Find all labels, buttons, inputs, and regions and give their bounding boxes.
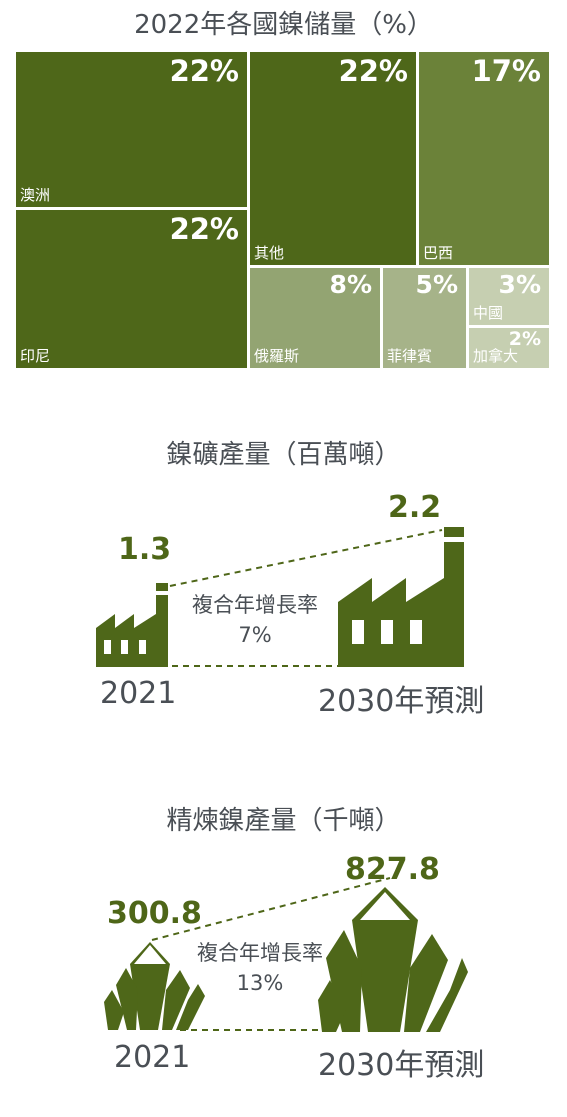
tile-brazil-label: 巴西 bbox=[423, 244, 454, 262]
tile-others-label: 其他 bbox=[254, 244, 285, 262]
tile-australia-value: 22% bbox=[169, 54, 239, 88]
refined-2021-value: 300.8 bbox=[107, 896, 202, 931]
tile-philippines: 5% 菲律賓 bbox=[383, 268, 466, 368]
tile-canada: 2% 加拿大 bbox=[469, 328, 549, 368]
tile-indonesia: 22% 印尼 bbox=[16, 210, 247, 368]
factory-small-icon bbox=[96, 583, 168, 667]
ore-dash-top bbox=[169, 529, 443, 587]
tile-brazil-value: 17% bbox=[471, 54, 541, 88]
tile-russia: 8% 俄羅斯 bbox=[250, 268, 380, 368]
refined-year-2021: 2021 bbox=[114, 1040, 191, 1075]
ore-2030-value: 2.2 bbox=[388, 490, 442, 525]
ore-cagr: 複合年增長率 7% bbox=[175, 590, 335, 650]
tile-australia: 22% 澳洲 bbox=[16, 52, 247, 207]
tile-china: 3% 中國 bbox=[469, 268, 549, 325]
ore-year-2030: 2030年預測 bbox=[318, 684, 485, 719]
ore-year-2021: 2021 bbox=[100, 676, 177, 711]
ore-title: 鎳礦產量（百萬噸） bbox=[166, 440, 401, 470]
tile-russia-value: 8% bbox=[329, 270, 372, 299]
refined-cagr-label: 複合年增長率 bbox=[197, 941, 323, 965]
tile-china-value: 3% bbox=[498, 270, 541, 299]
tile-china-label: 中國 bbox=[473, 304, 504, 322]
ore-2021-value: 1.3 bbox=[118, 532, 172, 567]
refined-2030-value: 827.8 bbox=[345, 852, 440, 887]
tile-others: 22% 其他 bbox=[250, 52, 416, 265]
refined-cagr-value: 13% bbox=[236, 971, 284, 995]
refined-title: 精煉鎳產量（千噸） bbox=[166, 806, 401, 836]
tile-indonesia-label: 印尼 bbox=[20, 347, 51, 365]
ore-cagr-label: 複合年增長率 bbox=[192, 593, 318, 617]
crystal-large-icon bbox=[318, 887, 468, 1032]
tile-indonesia-value: 22% bbox=[169, 212, 239, 246]
tile-others-value: 22% bbox=[338, 54, 408, 88]
tile-canada-value: 2% bbox=[508, 328, 541, 350]
factory-large-icon bbox=[338, 527, 464, 667]
refined-cagr: 複合年增長率 13% bbox=[180, 938, 340, 998]
tile-philippines-label: 菲律賓 bbox=[387, 347, 433, 365]
tile-russia-label: 俄羅斯 bbox=[254, 347, 300, 365]
tile-canada-label: 加拿大 bbox=[473, 347, 519, 365]
ore-cagr-value: 7% bbox=[238, 623, 272, 647]
tile-philippines-value: 5% bbox=[415, 270, 458, 299]
tile-brazil: 17% 巴西 bbox=[419, 52, 549, 265]
refined-year-2030: 2030年預測 bbox=[318, 1048, 485, 1083]
reserves-title: 2022年各國鎳儲量（%） bbox=[134, 10, 433, 40]
tile-australia-label: 澳洲 bbox=[20, 186, 51, 204]
